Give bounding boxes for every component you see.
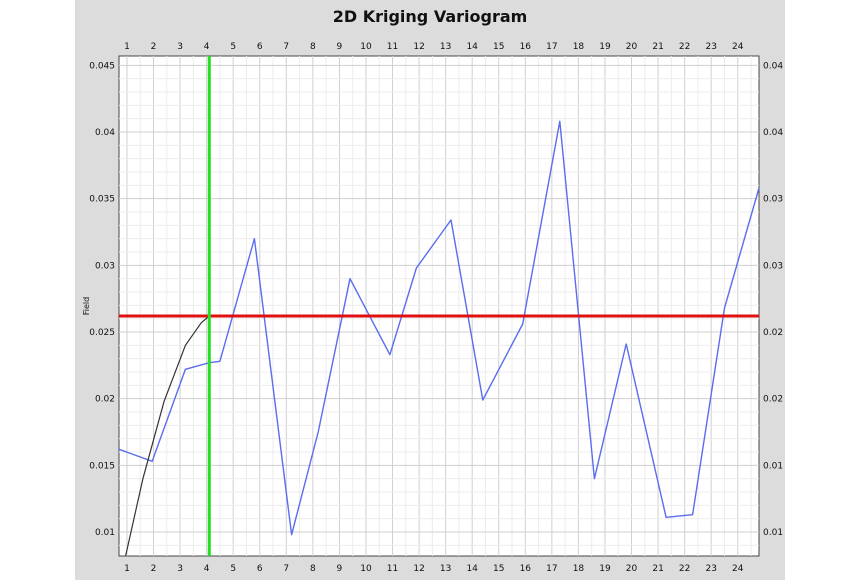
variogram-chart: 2D Kriging Variogram 1122334455667788991… bbox=[82, 7, 783, 574]
tick-labels: 1122334455667788991010111112121313141415… bbox=[89, 42, 783, 574]
x-tick-label-bottom: 15 bbox=[493, 564, 504, 574]
x-tick-label-top: 15 bbox=[493, 42, 504, 52]
x-tick-label-top: 14 bbox=[466, 42, 478, 52]
series-line-2 bbox=[125, 315, 210, 557]
y-tick-label-right: 0.01 bbox=[763, 528, 783, 538]
x-tick-label-bottom: 14 bbox=[466, 564, 478, 574]
grid bbox=[119, 56, 759, 556]
reference-lines bbox=[119, 56, 759, 556]
x-tick-label-top: 12 bbox=[413, 42, 424, 52]
x-tick-label-top: 3 bbox=[177, 42, 183, 52]
x-tick-label-bottom: 10 bbox=[360, 564, 372, 574]
y-tick-label-left: 0.035 bbox=[89, 195, 115, 205]
y-tick-label-right: 0.03 bbox=[763, 195, 783, 205]
x-tick-label-top: 20 bbox=[626, 42, 638, 52]
x-tick-label-bottom: 12 bbox=[413, 564, 424, 574]
y-tick-label-right: 0.01 bbox=[763, 461, 783, 471]
y-tick-label-right: 0.04 bbox=[763, 128, 783, 138]
y-tick-label-left: 0.045 bbox=[89, 61, 115, 71]
x-tick-label-bottom: 20 bbox=[626, 564, 638, 574]
x-tick-label-bottom: 13 bbox=[440, 564, 451, 574]
x-tick-label-bottom: 19 bbox=[599, 564, 611, 574]
x-tick-label-bottom: 3 bbox=[177, 564, 183, 574]
x-tick-label-top: 24 bbox=[732, 42, 744, 52]
x-tick-label-bottom: 18 bbox=[573, 564, 585, 574]
x-tick-label-top: 1 bbox=[124, 42, 130, 52]
y-tick-label-left: 0.015 bbox=[89, 461, 115, 471]
x-tick-label-bottom: 9 bbox=[337, 564, 343, 574]
x-tick-label-top: 2 bbox=[151, 42, 157, 52]
x-tick-label-bottom: 23 bbox=[705, 564, 716, 574]
y-axis-label: Field bbox=[82, 297, 91, 315]
x-tick-label-bottom: 7 bbox=[283, 564, 289, 574]
x-tick-label-top: 21 bbox=[652, 42, 663, 52]
x-tick-label-bottom: 4 bbox=[204, 564, 210, 574]
x-tick-label-top: 7 bbox=[283, 42, 289, 52]
y-tick-label-left: 0.01 bbox=[95, 528, 115, 538]
x-tick-label-bottom: 22 bbox=[679, 564, 690, 574]
y-tick-label-left: 0.025 bbox=[89, 328, 115, 338]
x-tick-label-top: 18 bbox=[573, 42, 585, 52]
x-tick-label-bottom: 8 bbox=[310, 564, 316, 574]
y-tick-label-left: 0.03 bbox=[95, 261, 115, 271]
y-tick-label-right: 0.04 bbox=[763, 61, 783, 71]
y-tick-label-right: 0.02 bbox=[763, 328, 783, 338]
x-tick-label-bottom: 5 bbox=[230, 564, 236, 574]
x-tick-label-top: 23 bbox=[705, 42, 716, 52]
y-tick-label-left: 0.04 bbox=[95, 128, 115, 138]
x-tick-label-top: 4 bbox=[204, 42, 210, 52]
x-tick-label-top: 9 bbox=[337, 42, 343, 52]
x-tick-label-bottom: 6 bbox=[257, 564, 263, 574]
x-tick-label-top: 6 bbox=[257, 42, 263, 52]
x-tick-label-top: 19 bbox=[599, 42, 611, 52]
x-tick-label-bottom: 21 bbox=[652, 564, 663, 574]
chart-title: 2D Kriging Variogram bbox=[333, 7, 528, 26]
x-tick-label-bottom: 24 bbox=[732, 564, 744, 574]
series-line-1 bbox=[118, 120, 760, 536]
x-tick-label-top: 11 bbox=[387, 42, 398, 52]
y-tick-label-right: 0.02 bbox=[763, 395, 783, 405]
x-tick-label-top: 10 bbox=[360, 42, 372, 52]
x-tick-label-top: 16 bbox=[520, 42, 532, 52]
plot-area bbox=[118, 55, 760, 557]
x-tick-label-top: 8 bbox=[310, 42, 316, 52]
series-group bbox=[118, 120, 760, 557]
x-tick-label-bottom: 11 bbox=[387, 564, 398, 574]
x-tick-label-bottom: 17 bbox=[546, 564, 557, 574]
x-tick-label-top: 5 bbox=[230, 42, 236, 52]
x-tick-label-bottom: 1 bbox=[124, 564, 130, 574]
x-tick-label-top: 22 bbox=[679, 42, 690, 52]
y-tick-label-right: 0.03 bbox=[763, 261, 783, 271]
x-tick-label-bottom: 16 bbox=[520, 564, 532, 574]
x-tick-label-top: 13 bbox=[440, 42, 451, 52]
x-tick-label-bottom: 2 bbox=[151, 564, 157, 574]
y-tick-label-left: 0.02 bbox=[95, 395, 115, 405]
x-tick-label-top: 17 bbox=[546, 42, 557, 52]
